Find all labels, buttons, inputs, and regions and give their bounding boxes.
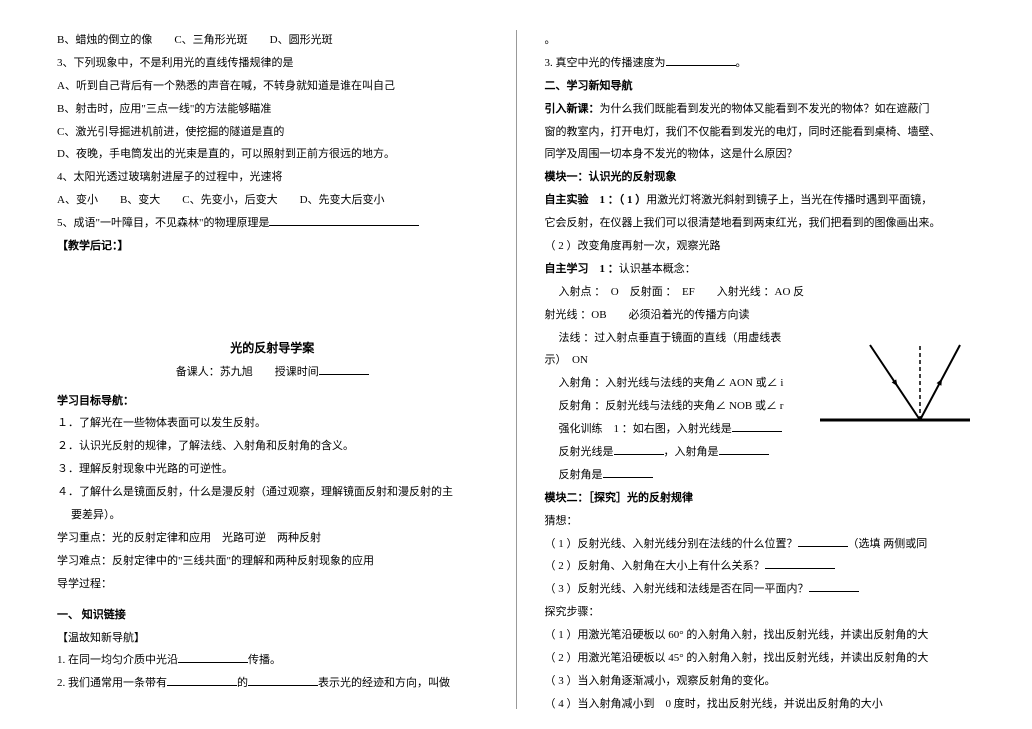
blank-time — [319, 362, 369, 375]
lesson-author: 备课人：苏九旭 授课时间 — [57, 362, 488, 383]
question-2: （ 2 ）反射角、入射角在大小上有什么关系？ — [545, 556, 976, 577]
intro-3: 同学及周围一切本身不发光的物体，这是什么原因？ — [545, 144, 976, 165]
question-5: 5、成语"一叶障目，不见森林"的物理原理是 — [57, 213, 488, 234]
experiment-2: 它会反射，在仪器上我们可以很清楚地看到两束红光，我们把看到的图像画出来。 — [545, 213, 976, 234]
section-goals: 学习目标导航： — [57, 391, 488, 412]
intro-text-1: 为什么我们既能看到发光的物体又能看到不发光的物体？如在遮蔽门 — [600, 103, 930, 115]
option-b: B、射击时，应用"三点一线"的方法能够瞄准 — [57, 99, 488, 120]
knowledge-1: 1. 在同一均匀介质中光沿 传播。 — [57, 650, 488, 671]
concept-1: 入射点 ： O 反射面 ： EF 入射光线 ：AO 反 — [545, 282, 976, 303]
blank-q1 — [798, 534, 848, 547]
steps: 探究步骤： — [545, 602, 976, 623]
experiment-1: 自主实验 1 ：（ 1 ）用激光灯将激光斜射到镜子上，当光在传播时遇到平面镜， — [545, 190, 976, 211]
k2-b: 的 — [237, 677, 248, 689]
study-text: 认识基本概念： — [619, 263, 696, 275]
concept-8: 反射光线是 ，入射角是 — [545, 442, 976, 463]
intro-2: 窗的教室内，打开电灯，我们不仅能看到发光的电灯，同时还能看到桌椅、墙壁、 — [545, 122, 976, 143]
step-2: （ 2 ）用激光笔沿硬板以 45° 的入射角入射，找出反射光线，并读出反射角的大 — [545, 648, 976, 669]
exp-label: 自主实验 1 ：（ 1 ） — [545, 194, 647, 206]
dot: 。 — [545, 30, 976, 51]
difficulty: 学习难点：反射定律中的"三线共面"的理解和两种反射现象的应用 — [57, 551, 488, 572]
goal-4a: ４．了解什么是镜面反射，什么是漫反射（通过观察，理解镜面反射和漫反射的主 — [57, 482, 488, 503]
k1-prefix: 1. 在同一均匀介质中光沿 — [57, 654, 178, 666]
k3-suffix: 。 — [736, 57, 747, 69]
k1-suffix: 传播。 — [248, 654, 281, 666]
c8a-text: 反射光线是 — [559, 446, 614, 458]
blank — [269, 213, 419, 226]
question-5-text: 5、成语"一叶障目，不见森林"的物理原理是 — [57, 217, 269, 229]
blank-k2b — [248, 673, 318, 686]
knowledge-3: 3. 真空中光的传播速度为 。 — [545, 53, 976, 74]
q2-text: （ 2 ）反射角、入射角在大小上有什么关系？ — [545, 560, 765, 572]
option-c: C、激光引导掘进机前进，使挖掘的隧道是直的 — [57, 122, 488, 143]
blank-c7 — [732, 419, 782, 432]
c9-text: 反射角是 — [559, 469, 603, 481]
concept-9: 反射角是 — [545, 465, 976, 486]
option-line: B、蜡烛的倒立的像 C、三角形光斑 D、圆形光斑 — [57, 30, 488, 51]
reflection-diagram — [815, 335, 975, 435]
knowledge-2: 2. 我们通常用一条带有 的 表示光的经迹和方向，叫做 — [57, 673, 488, 694]
step-4: （ 4 ）当入射角减小到 0 度时，找出反射光线，并说出反射角的大小 — [545, 694, 976, 715]
study-label: 自主学习 1 ： — [545, 263, 619, 275]
lesson-title: 光的反射导学案 — [57, 337, 488, 360]
blank-k3 — [666, 53, 736, 66]
teaching-note: 【教学后记：】 — [57, 236, 488, 257]
step-1: （ 1 ）用激光笔沿硬板以 60° 的入射角入射，找出反射光线，并读出反射角的大 — [545, 625, 976, 646]
goal-3: ３．理解反射现象中光路的可逆性。 — [57, 459, 488, 480]
question-3r: （ 3 ）反射光线、入射光线和法线是否在同一平面内？ — [545, 579, 976, 600]
c7-text: 强化训练 1 ：如右图，入射光线是 — [559, 423, 732, 435]
question-1: （ 1 ）反射光线、入射光线分别在法线的什么位置？ （选填 两侧或同 — [545, 534, 976, 555]
option-d: D、夜晚，手电筒发出的光束是直的，可以照射到正前方很远的地方。 — [57, 144, 488, 165]
q1-text: （ 1 ）反射光线、入射光线分别在法线的什么位置？ — [545, 538, 798, 550]
k2-a: 2. 我们通常用一条带有 — [57, 677, 167, 689]
intro-1: 引入新课：为什么我们既能看到发光的物体又能看到不发光的物体？如在遮蔽门 — [545, 99, 976, 120]
exp-text-1: 用激光灯将激光斜射到镜子上，当光在传播时遇到平面镜， — [646, 194, 932, 206]
blank-q2 — [765, 556, 835, 569]
option-a: A、听到自己背后有一个熟悉的声音在喊，不转身就知道是谁在叫自己 — [57, 76, 488, 97]
blank-q3 — [809, 579, 859, 592]
blank-k1 — [178, 650, 248, 663]
blank-k2a — [167, 673, 237, 686]
intro-label: 引入新课： — [545, 103, 600, 115]
experiment-3: （ 2 ）改变角度再射一次，观察光路 — [545, 236, 976, 257]
step-3: （ 3 ）当入射角逐渐减小，观察反射角的变化。 — [545, 671, 976, 692]
goal-1: １．了解光在一些物体表面可以发生反射。 — [57, 413, 488, 434]
author-prefix: 备课人：苏九旭 授课时间 — [176, 366, 319, 378]
c8b-text: ，入射角是 — [664, 446, 719, 458]
q1-suffix: （选填 两侧或同 — [848, 538, 928, 550]
process: 导学过程： — [57, 574, 488, 595]
question-3: 3、下列现象中，不是利用光的直线传播规律的是 — [57, 53, 488, 74]
blank-c8b — [719, 442, 769, 455]
goal-4b: 要差异）。 — [57, 505, 488, 526]
blank-c8a — [614, 442, 664, 455]
k2-c: 表示光的经迹和方向，叫做 — [318, 677, 450, 689]
warmup: 【温故知新导航】 — [57, 628, 488, 649]
module-2: 模块二：［探究］光的反射规律 — [545, 488, 976, 509]
study-1: 自主学习 1 ：认识基本概念： — [545, 259, 976, 280]
focus: 学习重点：光的反射定律和应用 光路可逆 两种反射 — [57, 528, 488, 549]
guess: 猜想： — [545, 511, 976, 532]
goal-2: ２．认识光反射的规律，了解法线、入射角和反射角的含义。 — [57, 436, 488, 457]
q3-text: （ 3 ）反射光线、入射光线和法线是否在同一平面内？ — [545, 583, 809, 595]
blank-c9 — [603, 465, 653, 478]
k3-prefix: 3. 真空中光的传播速度为 — [545, 57, 666, 69]
question-4: 4、太阳光透过玻璃射进屋子的过程中，光速将 — [57, 167, 488, 188]
section-2: 二、学习新知导航 — [545, 76, 976, 97]
section-1: 一、 知识链接 — [57, 605, 488, 626]
concept-2: 射光线 ：OB 必须沿着光的传播方向读 — [545, 305, 976, 326]
module-1: 模块一：认识光的反射现象 — [545, 167, 976, 188]
options-4: A、变小 B、变大 C、先变小，后变大 D、先变大后变小 — [57, 190, 488, 211]
